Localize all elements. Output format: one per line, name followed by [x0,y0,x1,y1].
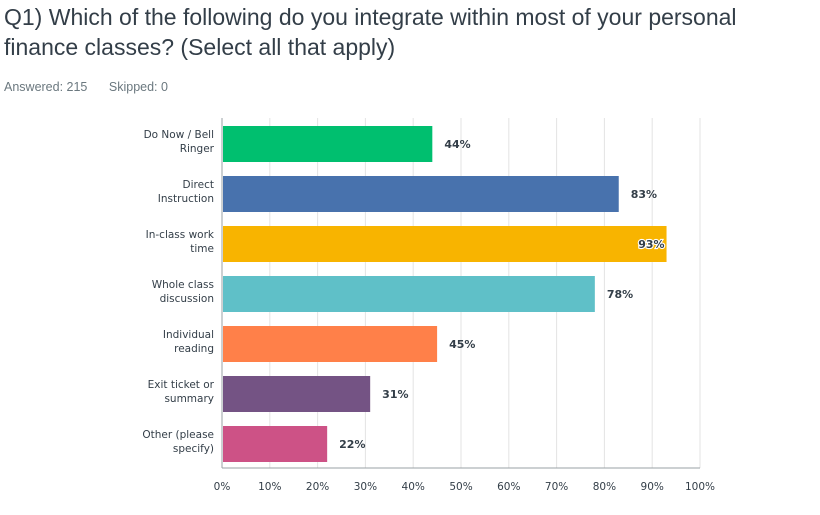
bar [223,276,595,312]
x-tick-label: 60% [497,481,520,493]
x-tick-label: 70% [545,481,568,493]
value-label: 44% [444,138,470,151]
skipped-count: Skipped: 0 [108,80,168,94]
category-label: Whole class discussion [152,279,214,305]
category-label: Other (please specify) [142,429,214,455]
category-label: Individual reading [163,329,214,355]
bar [223,226,667,262]
category-label: Exit ticket or summary [148,379,215,405]
value-label: 45% [449,338,475,351]
x-tick-label: 30% [354,481,377,493]
x-tick-label: 90% [641,481,664,493]
x-tick-label: 40% [402,481,425,493]
category-label: Direct Instruction [158,179,214,205]
x-tick-label: 50% [449,481,472,493]
value-label: 22% [339,438,365,451]
category-label: In-class work time [146,229,215,255]
x-tick-label: 0% [214,481,231,493]
bar [223,326,438,362]
x-tick-label: 80% [593,481,616,493]
value-label: 78% [607,288,633,301]
value-label: 93% [638,238,664,251]
value-label: 31% [382,388,408,401]
bar [223,426,328,462]
question-title: Q1) Which of the following do you integr… [4,4,737,60]
category-label: Do Now / Bell Ringer [144,129,215,155]
bar [223,176,619,212]
x-tick-label: 20% [306,481,329,493]
response-stats: Answered: 215 Skipped: 0 [4,80,168,94]
bar [223,376,371,412]
x-tick-label: 10% [258,481,281,493]
value-label: 83% [631,188,657,201]
x-tick-label: 100% [685,481,715,493]
bar [223,126,433,162]
answered-count: Answered: 215 [4,80,88,94]
